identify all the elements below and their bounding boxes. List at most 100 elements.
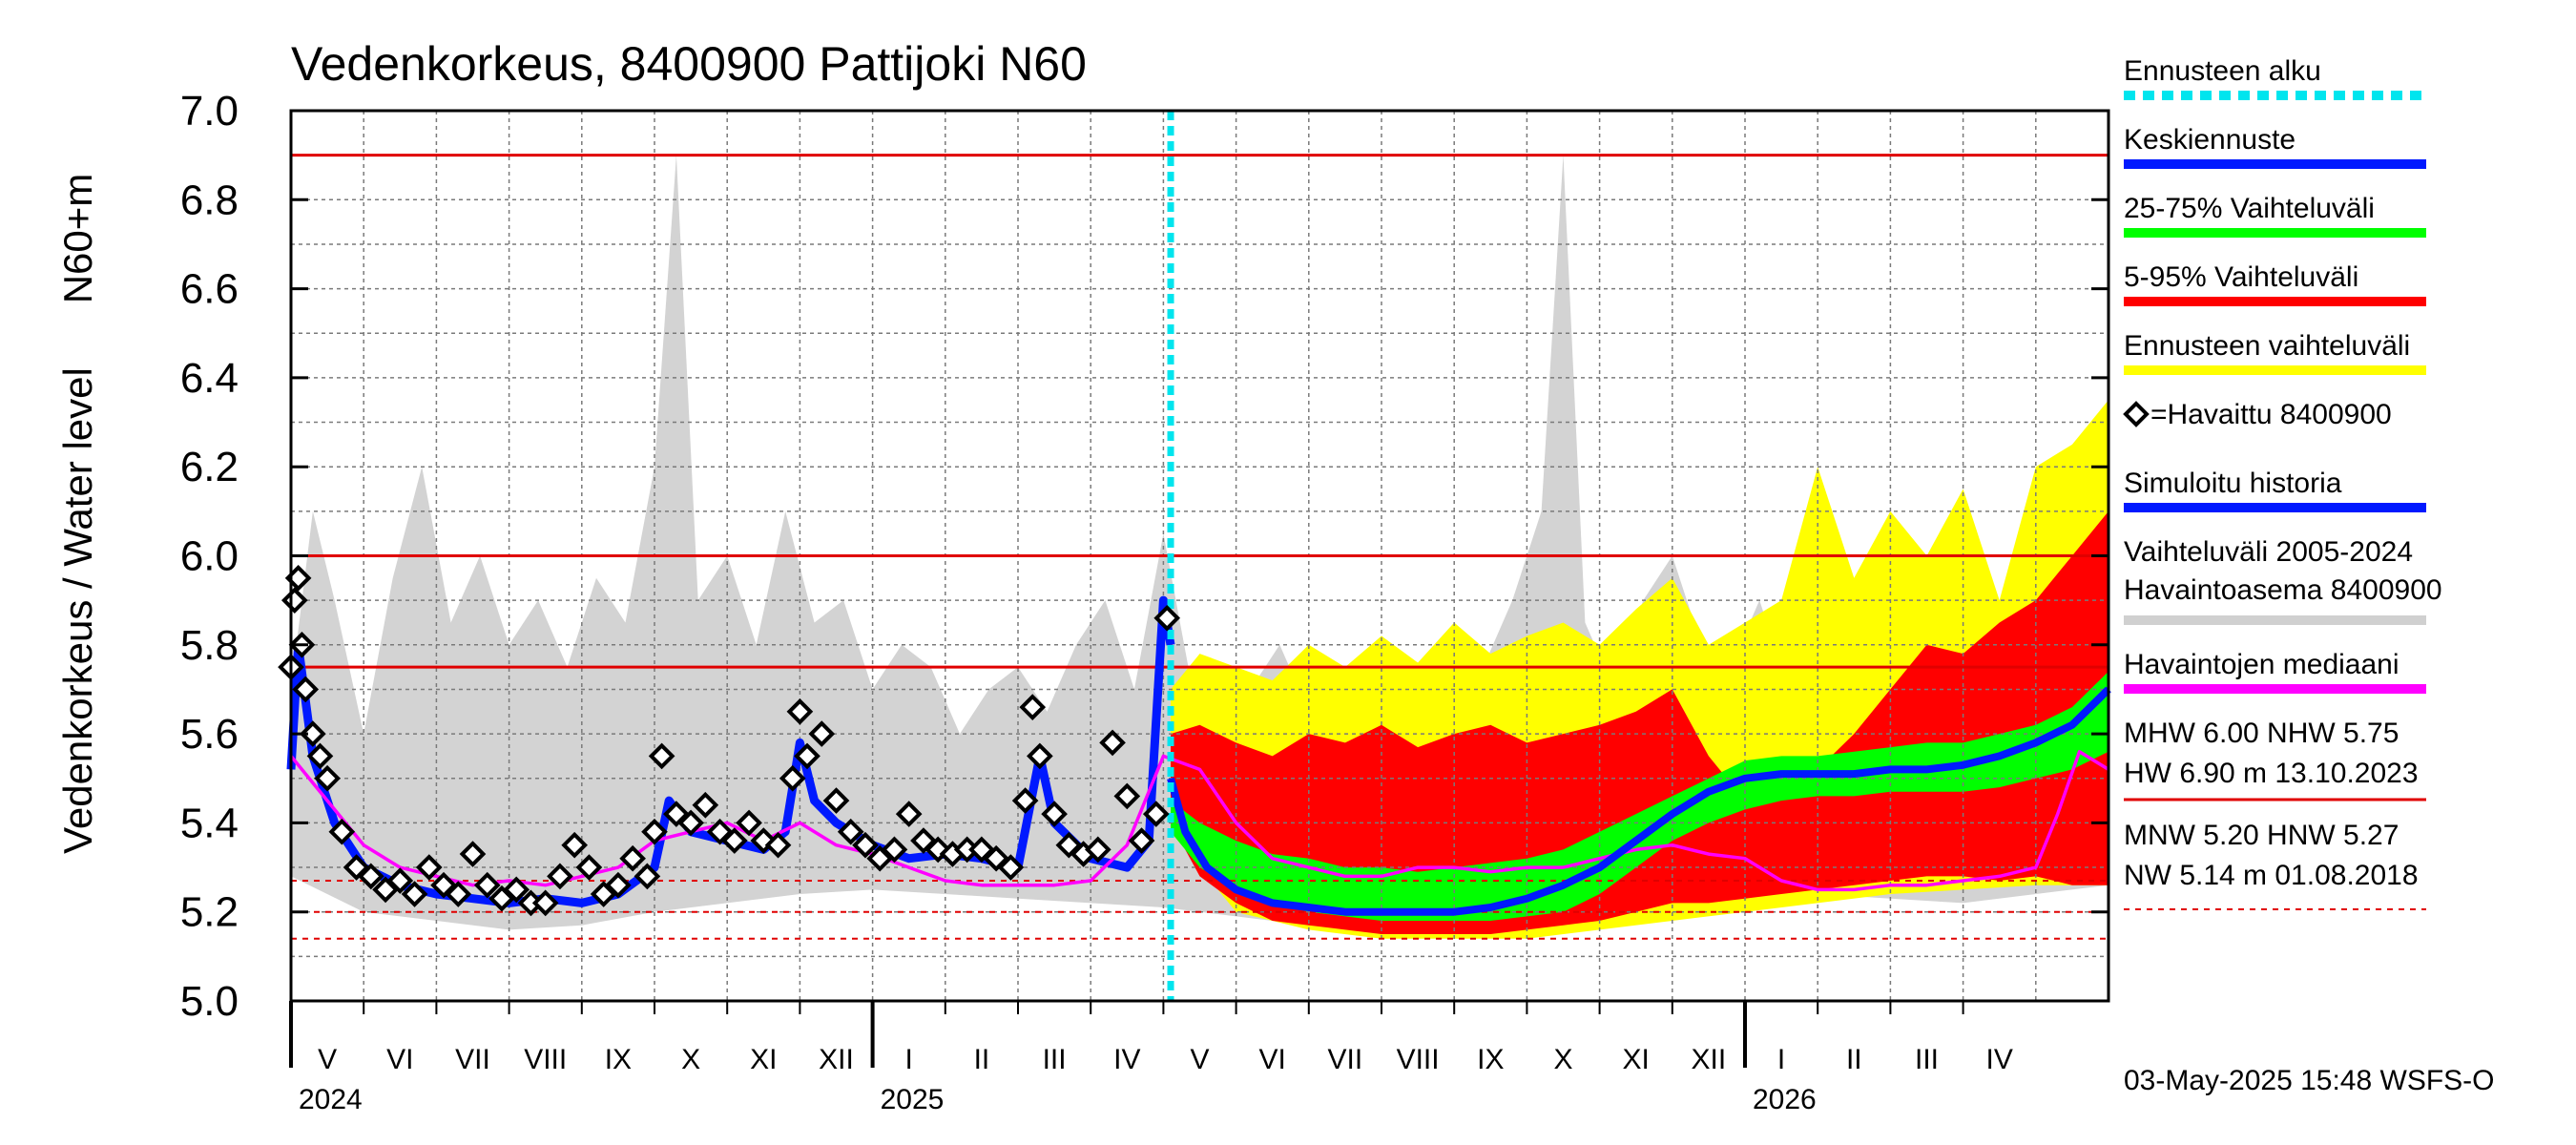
month-label: I <box>1777 1044 1785 1075</box>
month-label: X <box>1553 1044 1572 1075</box>
observed-point <box>531 889 559 917</box>
month-label: XI <box>750 1044 777 1075</box>
observed-point <box>808 720 836 747</box>
legend-label: =Havaittu 8400900 <box>2150 399 2392 430</box>
observed-point <box>736 809 762 837</box>
legend-marker-observed <box>2123 401 2150 427</box>
y-tick-label: 6.2 <box>180 444 239 490</box>
legend-label: 25-75% Vaihteluväli <box>2124 193 2375 224</box>
month-label: VI <box>1259 1044 1286 1075</box>
observed-point <box>503 876 530 904</box>
month-label: XI <box>1623 1044 1650 1075</box>
observed-point <box>692 791 719 819</box>
observed-point <box>473 871 501 899</box>
month-label: XII <box>1692 1044 1727 1075</box>
observed-point <box>1011 787 1039 814</box>
observed-point <box>837 818 864 845</box>
month-label: VIII <box>1397 1044 1440 1075</box>
month-label: IX <box>1477 1044 1504 1075</box>
legend-label: 5-95% Vaihteluväli <box>2124 261 2358 293</box>
year-label: 2024 <box>299 1084 363 1115</box>
observed-point <box>794 742 821 770</box>
observed-point <box>1142 801 1170 827</box>
footer-timestamp: 03-May-2025 15:48 WSFS-O <box>2124 1065 2495 1096</box>
observed-markers <box>278 564 1181 917</box>
observed-point <box>314 764 341 792</box>
observed-point <box>300 720 326 747</box>
observed-point <box>997 854 1025 881</box>
observed-point <box>1113 782 1141 810</box>
observed-point <box>720 827 748 854</box>
observed-point <box>1041 801 1068 827</box>
stats-line-4: NW 5.14 m 01.08.2018 <box>2124 860 2419 891</box>
observed-point <box>1128 827 1155 854</box>
stats-line-1: MHW 6.00 NHW 5.75 <box>2124 718 2399 749</box>
observed-point <box>1084 836 1111 864</box>
observed-point <box>786 697 814 725</box>
observed-point <box>605 871 632 899</box>
observed-point <box>575 854 603 881</box>
year-label: 2026 <box>1753 1084 1817 1115</box>
y-tick-label: 5.0 <box>180 978 239 1025</box>
observed-point <box>641 818 668 845</box>
observed-point <box>852 831 879 859</box>
month-label: VII <box>455 1044 490 1075</box>
mean-forecast-line <box>1167 686 2111 916</box>
observed-point <box>445 881 472 907</box>
y-tick-label: 5.8 <box>180 622 239 669</box>
forecast-5-95-band <box>1171 510 2109 934</box>
month-label: IV <box>1986 1044 2013 1075</box>
y-tick-label: 7.0 <box>180 88 239 135</box>
stats-line-2: HW 6.90 m 13.10.2023 <box>2124 758 2419 789</box>
observed-point <box>1099 729 1126 757</box>
observed-point <box>561 831 589 859</box>
y-tick-label: 6.4 <box>180 355 239 402</box>
y-axis-ticks: 5.0 5.2 5.4 5.6 5.8 6.0 6.2 6.4 6.6 6.8 7.0 <box>180 88 2109 1025</box>
month-label: II <box>974 1044 990 1075</box>
legend-label: Ennusteen alku <box>2124 55 2321 87</box>
month-label: V <box>1190 1044 1209 1075</box>
month-label: VII <box>1328 1044 1363 1075</box>
y-tick-label: 5.4 <box>180 800 239 846</box>
month-label: IX <box>605 1044 632 1075</box>
stats-line-3: MNW 5.20 HNW 5.27 <box>2124 820 2399 851</box>
observed-point <box>634 863 661 890</box>
forecast-25-75-band <box>1171 671 2109 921</box>
observed-point <box>459 841 487 867</box>
observed-point <box>306 742 334 770</box>
month-label: IV <box>1113 1044 1140 1075</box>
month-label: XII <box>819 1044 854 1075</box>
observed-point <box>328 818 356 845</box>
observed-point <box>764 831 792 859</box>
observed-point <box>401 881 428 907</box>
y-tick-label: 6.6 <box>180 266 239 313</box>
observed-point <box>547 863 573 890</box>
plot-fills <box>291 155 2109 939</box>
month-label: X <box>681 1044 700 1075</box>
observed-point <box>881 836 908 864</box>
observed-point <box>357 863 384 890</box>
month-label: VIII <box>524 1044 567 1075</box>
y-axis-unit: N60+m <box>55 174 100 304</box>
y-tick-label: 6.8 <box>180 177 239 223</box>
month-label: II <box>1846 1044 1862 1075</box>
month-label: V <box>318 1044 337 1075</box>
legend-label: Havaintojen mediaani <box>2124 649 2399 680</box>
legend-label: Keskiennuste <box>2124 124 2296 156</box>
observed-point <box>779 764 806 792</box>
observed-point <box>386 867 414 894</box>
observed-point <box>280 587 308 614</box>
x-axis: V VI VII VIII IX X XI XII I II III IV V VI VII VIII IX X X… <box>289 1001 2013 1115</box>
observed-point <box>1153 604 1181 632</box>
y-tick-label: 5.2 <box>180 889 239 936</box>
observed-point <box>648 742 675 770</box>
legend: Ennusteen alku Keskiennuste 25-75% Vaihtel… <box>2123 55 2442 694</box>
legend-label: Vaihteluväli 2005-2024 <box>2124 536 2413 568</box>
observed-point <box>415 854 443 881</box>
observed-point <box>822 787 850 814</box>
observed-point <box>1019 694 1047 720</box>
month-label: I <box>905 1044 913 1075</box>
observed-point <box>619 844 646 872</box>
observed-point <box>292 676 320 703</box>
